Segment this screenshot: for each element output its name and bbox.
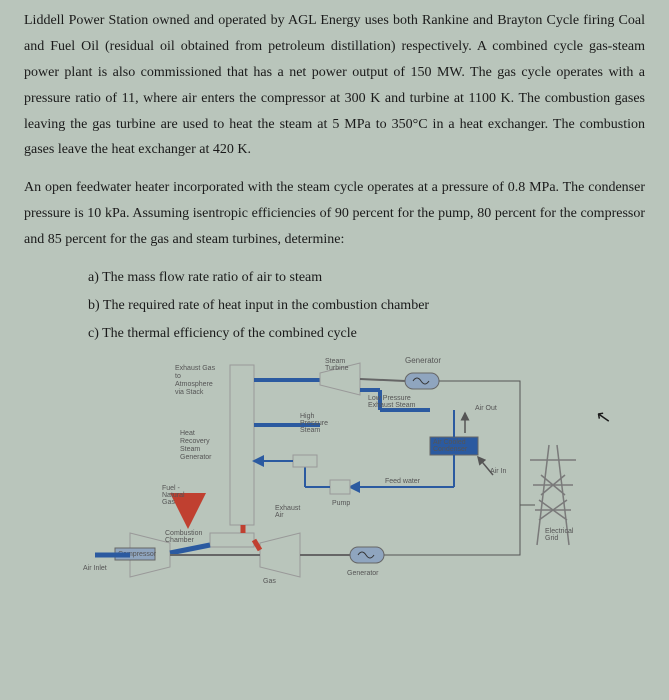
svg-text:GasTurbine: GasTurbine <box>263 578 287 585</box>
svg-text:ElectricalGrid: ElectricalGrid <box>545 528 574 542</box>
generator-bottom <box>350 547 384 563</box>
label-steam-turbine: Steam <box>325 358 345 365</box>
label-generator-2: Generator <box>347 570 379 577</box>
label-grid: Electrical <box>545 528 574 535</box>
label-hrsg: Heat <box>180 430 195 437</box>
label-exhaust-stack: Exhaust Gas <box>175 365 216 372</box>
generator-top <box>405 373 439 389</box>
label-exhaust-air: Exhaust <box>275 505 300 512</box>
question-b: b) The required rate of heat input in th… <box>88 293 645 319</box>
problem-paragraph-2: An open feedwater heater incorporated wi… <box>24 175 645 253</box>
svg-text:HighPressureSteam: HighPressureSteam <box>300 413 328 434</box>
hrsg-box <box>230 365 254 525</box>
svg-text:Low PressureExhaust Steam: Low PressureExhaust Steam <box>368 395 416 409</box>
label-pump: Pump <box>332 500 350 507</box>
combustion-chamber <box>210 533 254 547</box>
question-c: c) The thermal efficiency of the combine… <box>88 321 645 347</box>
label-air-out: Air Out <box>475 405 497 412</box>
svg-text:Exhaust GastoAtmospherevia Sta: Exhaust GastoAtmospherevia Stack <box>175 365 216 396</box>
label-feedwater: Feed water <box>385 478 421 485</box>
label-hp-steam: High <box>300 413 315 420</box>
label-condenser: Air Cooled <box>433 439 466 446</box>
label-generator-1: Generator <box>405 356 441 365</box>
gas-turbine <box>260 533 300 577</box>
label-gas-turbine: Gas <box>263 578 276 585</box>
svg-text:ExhaustAir: ExhaustAir <box>275 505 300 519</box>
combined-cycle-diagram: Exhaust GastoAtmospherevia Stack HeatRec… <box>75 355 595 585</box>
svg-text:SteamTurbine: SteamTurbine <box>325 358 349 372</box>
problem-paragraph-1: Liddell Power Station owned and operated… <box>24 8 645 163</box>
svg-text:CombustionChamber: CombustionChamber <box>165 530 202 544</box>
label-air-in: Air In <box>490 468 506 475</box>
svg-text:HeatRecoverySteamGenerator: HeatRecoverySteamGenerator <box>180 430 212 461</box>
label-fuel: Fuel - <box>162 485 181 492</box>
label-air-inlet: Air Inlet <box>83 565 107 572</box>
question-a: a) The mass flow rate ratio of air to st… <box>88 265 645 291</box>
svg-text:Fuel -NaturalGas: Fuel -NaturalGas <box>162 485 185 506</box>
label-lp-steam: Low Pressure <box>368 395 411 402</box>
svg-text:Air CooledCondenser: Air CooledCondenser <box>433 439 468 453</box>
question-list: a) The mass flow rate ratio of air to st… <box>48 265 645 347</box>
label-combustion: Combustion <box>165 530 202 537</box>
pump <box>330 480 350 494</box>
